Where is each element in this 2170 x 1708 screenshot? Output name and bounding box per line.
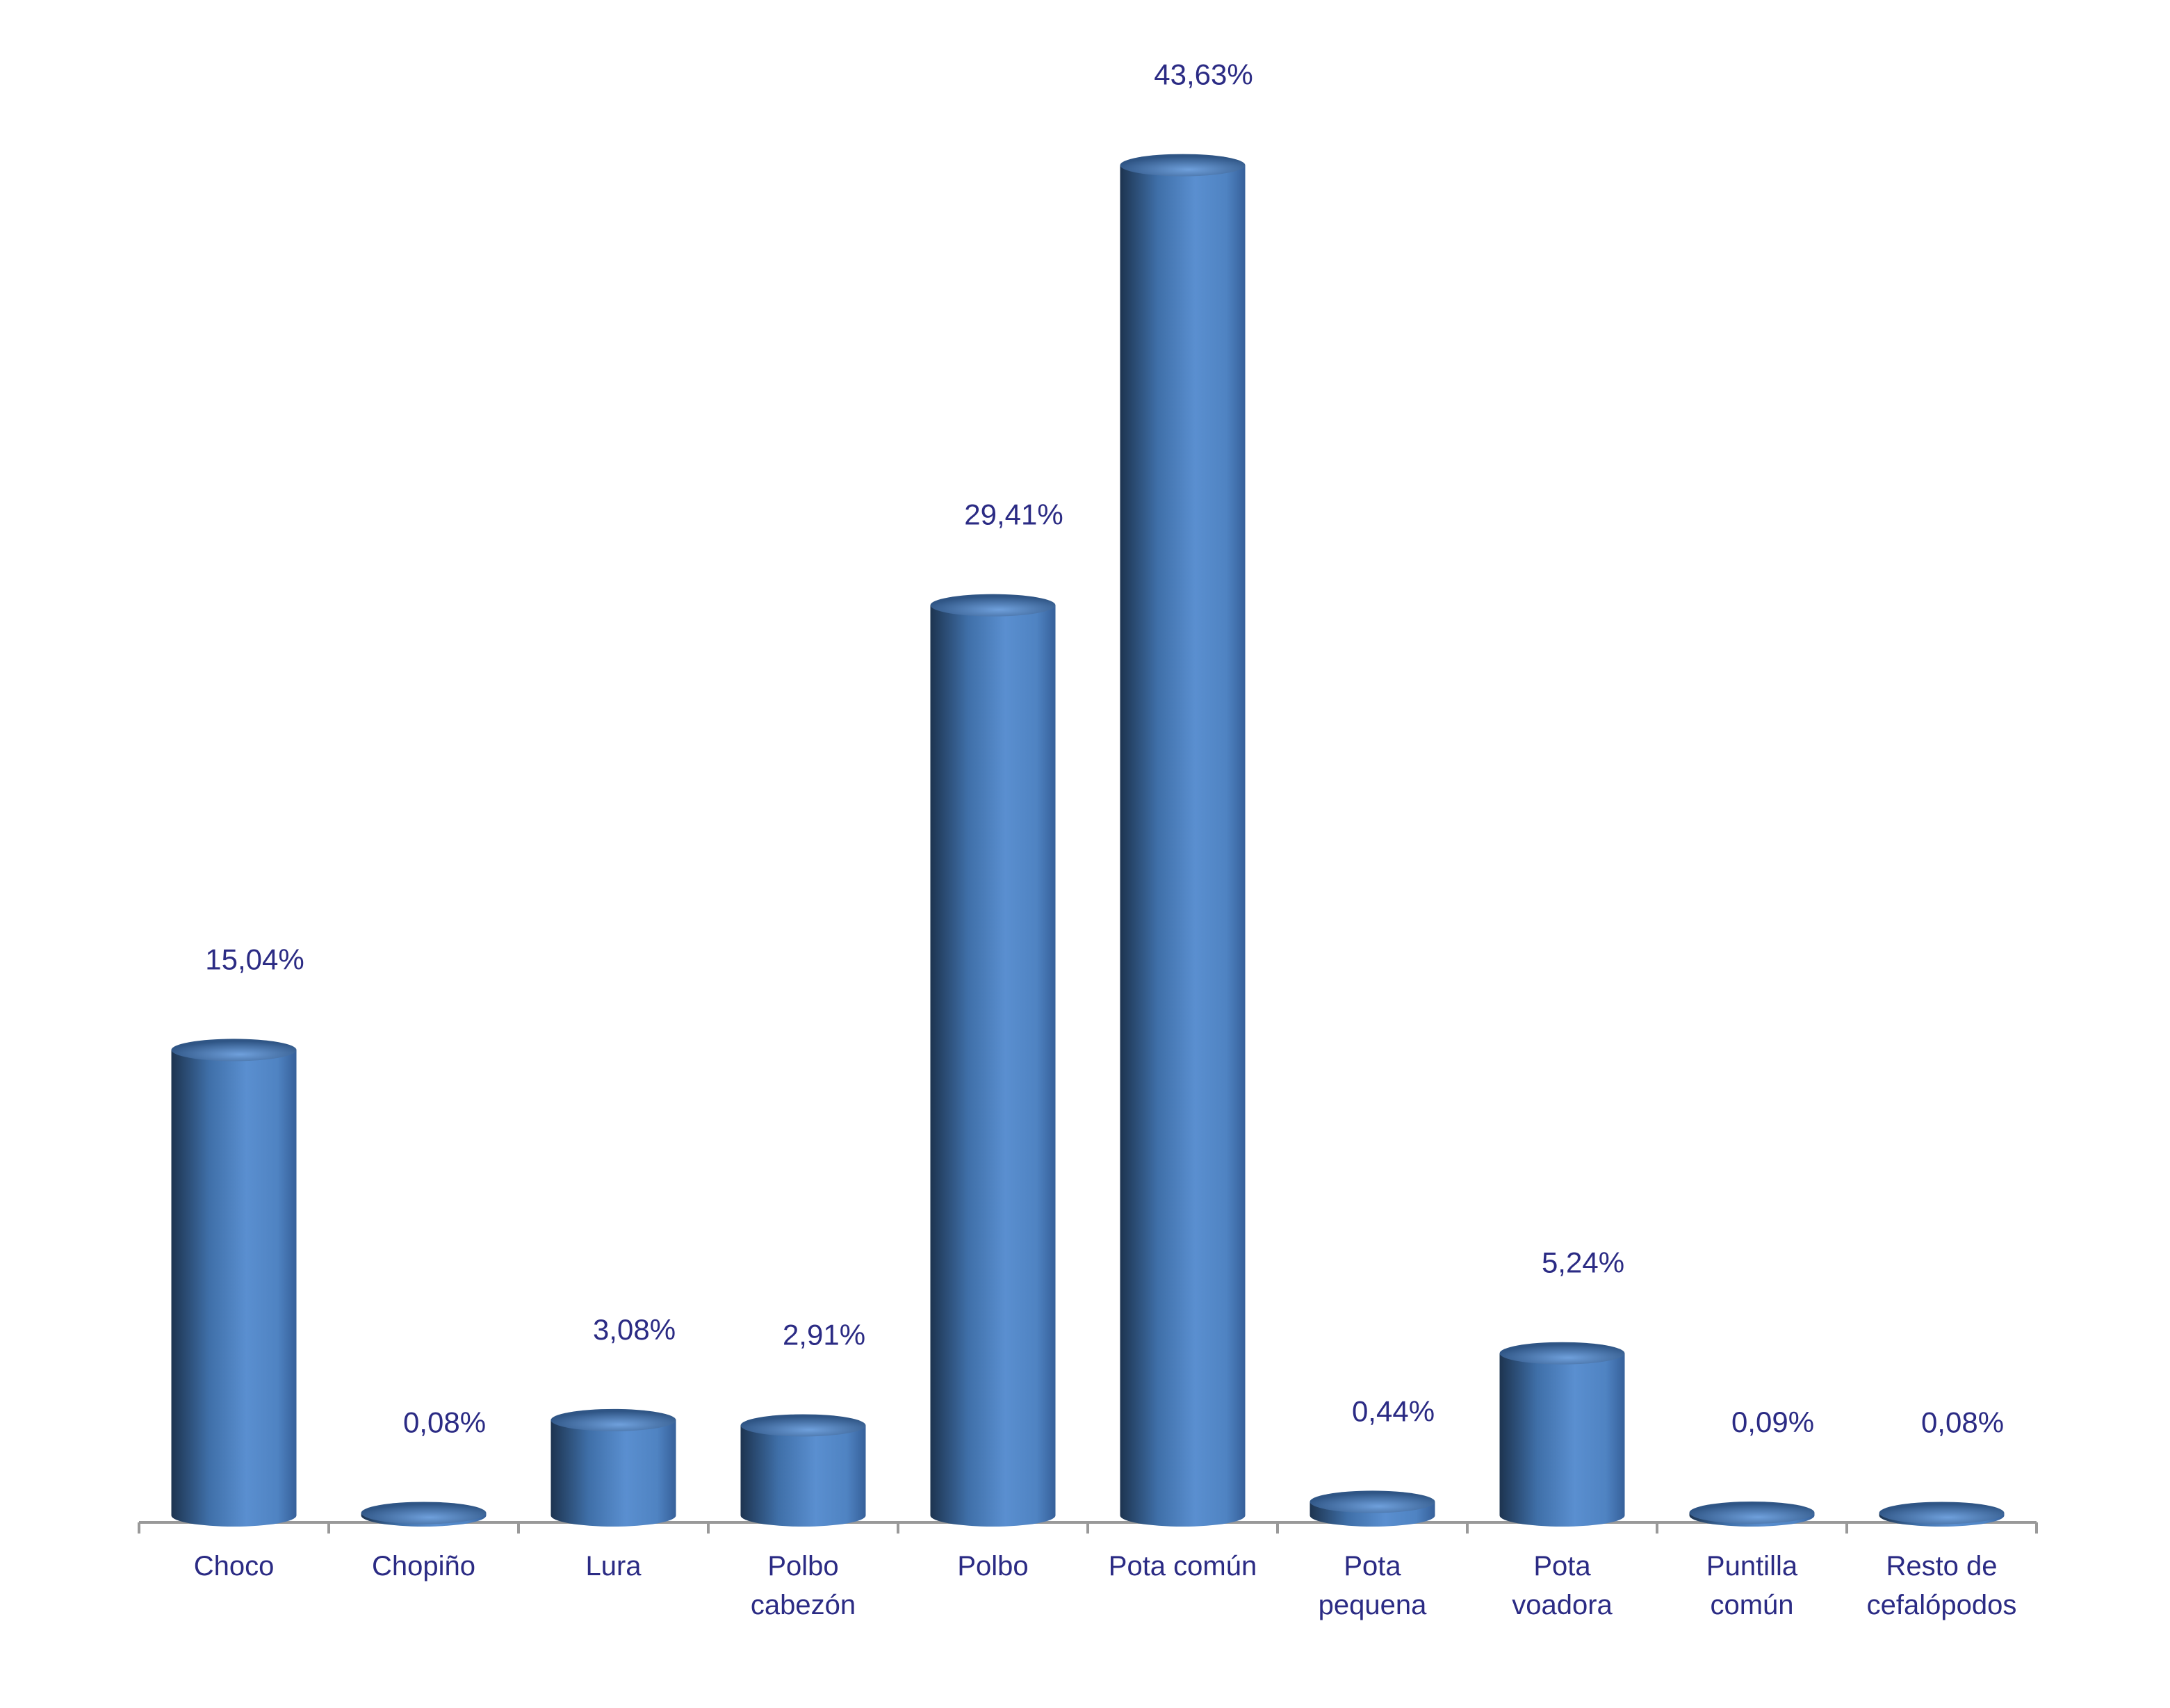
x-tick-label: Polbo cabezón: [751, 1551, 856, 1620]
bar-cap: [1879, 1502, 2005, 1524]
bar-base: [930, 1504, 1056, 1527]
value-label: 3,08%: [593, 1313, 676, 1346]
bar-cap: [740, 1414, 866, 1437]
bar-base: [1120, 1504, 1246, 1527]
value-label: 0,09%: [1731, 1406, 1814, 1438]
value-label: 5,24%: [1542, 1246, 1624, 1279]
x-tick-label: Choco: [194, 1551, 275, 1581]
x-tick-label: Pota voadora: [1512, 1551, 1613, 1620]
bar: [1499, 1353, 1625, 1515]
bar-cap: [1310, 1490, 1435, 1513]
bar-cap: [550, 1408, 676, 1431]
value-label: 2,91%: [783, 1318, 865, 1351]
bar-base: [550, 1504, 676, 1527]
value-label: 15,04%: [205, 943, 304, 975]
value-label: 0,08%: [1921, 1406, 2004, 1438]
x-tick-label: Chopiño: [372, 1551, 475, 1581]
x-tick-label: Puntilla común: [1706, 1551, 1798, 1620]
bar: [740, 1425, 866, 1515]
value-label: 29,41%: [964, 498, 1063, 531]
bar: [171, 1050, 297, 1515]
bar-cap: [361, 1502, 487, 1524]
bar-cap: [1120, 154, 1246, 177]
bar-base: [1499, 1504, 1625, 1527]
x-tick-label: Resto de cefalópodos: [1867, 1551, 2017, 1620]
value-label: 0,44%: [1352, 1394, 1435, 1427]
bar-cap: [1689, 1501, 1815, 1524]
bar-cap: [171, 1039, 297, 1062]
bar: [1120, 165, 1246, 1515]
bar: [550, 1420, 676, 1515]
bar-cap: [930, 594, 1056, 617]
x-tick-label: Lura: [585, 1551, 642, 1581]
bar-cap: [1499, 1342, 1625, 1365]
x-tick-label: Pota pequena: [1319, 1551, 1427, 1620]
value-label: 0,08%: [403, 1406, 486, 1438]
bar-base: [740, 1504, 866, 1527]
x-tick-label: Polbo: [957, 1551, 1028, 1581]
x-tick-label: Pota común: [1109, 1551, 1257, 1581]
value-label: 43,63%: [1154, 58, 1253, 91]
bar: [930, 605, 1056, 1516]
bar-base: [171, 1504, 297, 1527]
